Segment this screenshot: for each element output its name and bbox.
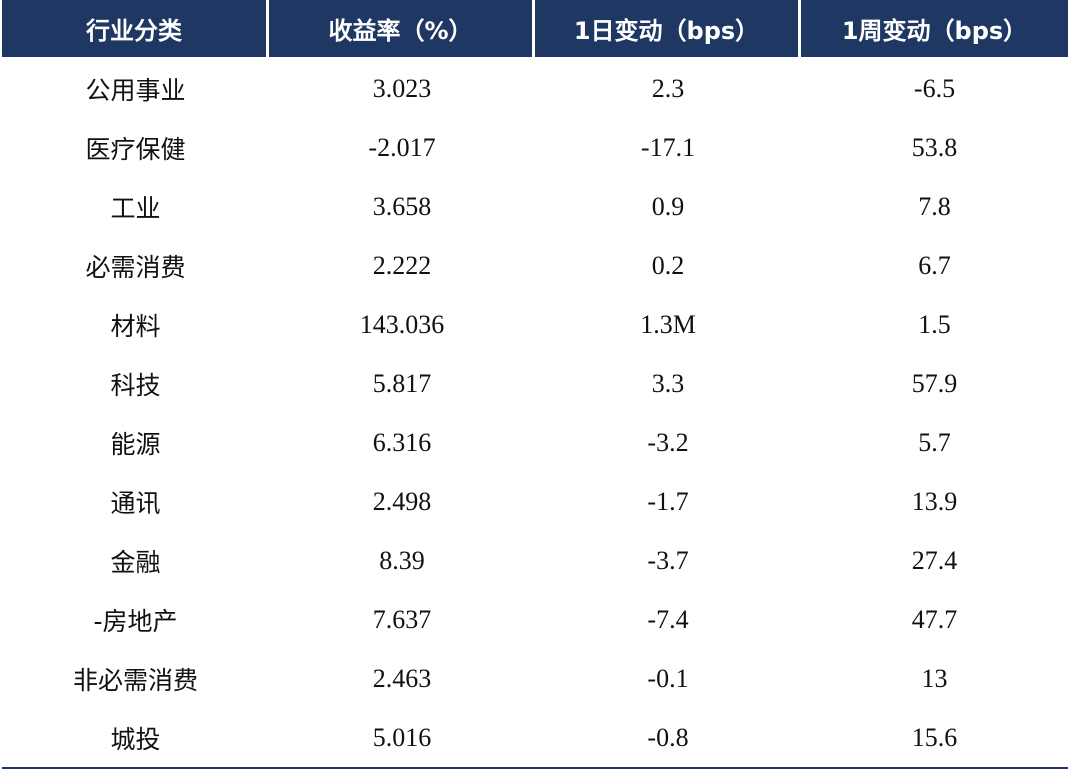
table-header: 行业分类 收益率（%） 1日变动（bps） 1周变动（bps） [2, 0, 1068, 57]
table-row: -房地产 7.637 -7.4 47.7 [2, 590, 1068, 649]
yield-cell: 7.637 [372, 604, 432, 634]
sector-cell: 能源 [110, 429, 161, 459]
1w-change-cell: 13.9 [911, 486, 958, 516]
table-bottom-rule [2, 767, 1068, 769]
sector-cell: 必需消费 [85, 252, 186, 282]
yield-cell: -2.017 [368, 132, 436, 162]
sector-cell: 非必需消费 [72, 665, 198, 695]
sector-cell: 工业 [110, 193, 161, 223]
table-row: 城投 5.016 -0.8 15.6 [2, 708, 1068, 767]
1d-change-cell: 3.3 [651, 368, 685, 398]
yield-cell: 3.658 [372, 191, 432, 221]
1d-change-cell: 1.3M [640, 309, 696, 339]
table-row: 金融 8.39 -3.7 27.4 [2, 531, 1068, 590]
sector-cell: -房地产 [93, 606, 178, 636]
sector-cell: 医疗保健 [85, 134, 186, 164]
sector-cell: 金融 [110, 547, 161, 577]
table-row: 公用事业 3.023 2.3 -6.5 [2, 57, 1068, 118]
1w-change-cell: 1.5 [918, 309, 951, 339]
1d-change-cell: 2.3 [651, 73, 685, 103]
1d-change-cell: -0.8 [647, 722, 689, 752]
table-row: 非必需消费 2.463 -0.1 13 [2, 649, 1068, 708]
column-header-1d-change: 1日变动（bps） [535, 0, 801, 57]
yield-cell: 6.316 [372, 427, 432, 457]
table-row: 能源 6.316 -3.2 5.7 [2, 413, 1068, 472]
sector-cell: 公用事业 [85, 75, 186, 105]
1w-change-cell: 7.8 [918, 191, 951, 221]
header-row: 行业分类 收益率（%） 1日变动（bps） 1周变动（bps） [2, 0, 1068, 57]
table-row: 科技 5.817 3.3 57.9 [2, 354, 1068, 413]
sector-cell: 通讯 [110, 488, 161, 518]
sector-cell: 材料 [110, 311, 161, 341]
1w-change-cell: 27.4 [911, 545, 958, 575]
table-row: 医疗保健 -2.017 -17.1 53.8 [2, 118, 1068, 177]
sector-cell: 城投 [110, 724, 161, 754]
yield-cell: 2.498 [372, 486, 432, 516]
yield-cell: 5.817 [372, 368, 432, 398]
1d-change-cell: 0.9 [651, 191, 685, 221]
1d-change-cell: -1.7 [647, 486, 689, 516]
table-body: 公用事业 3.023 2.3 -6.5 医疗保健 -2.017 -17.1 53… [2, 57, 1068, 767]
1w-change-cell: 15.6 [911, 722, 958, 752]
1w-change-cell: -6.5 [913, 73, 956, 103]
1d-change-cell: -0.1 [647, 663, 689, 693]
yield-cell: 143.036 [359, 309, 445, 339]
table-row: 工业 3.658 0.9 7.8 [2, 177, 1068, 236]
1d-change-cell: -7.4 [647, 604, 689, 634]
table-row: 通讯 2.498 -1.7 13.9 [2, 472, 1068, 531]
yield-cell: 2.463 [372, 663, 432, 693]
yield-cell: 2.222 [372, 250, 432, 280]
1d-change-cell: -3.2 [647, 427, 689, 457]
1w-change-cell: 57.9 [911, 368, 958, 398]
1d-change-cell: -3.7 [647, 545, 689, 575]
table-row: 材料 143.036 1.3M 1.5 [2, 295, 1068, 354]
1w-change-cell: 53.8 [911, 132, 958, 162]
1w-change-cell: 6.7 [918, 250, 951, 280]
yield-cell: 8.39 [379, 545, 425, 575]
sector-cell: 科技 [110, 370, 161, 400]
1w-change-cell: 47.7 [911, 604, 958, 634]
table-row: 必需消费 2.222 0.2 6.7 [2, 236, 1068, 295]
1d-change-cell: 0.2 [651, 250, 685, 280]
1d-change-cell: -17.1 [640, 132, 696, 162]
column-header-sector: 行业分类 [2, 0, 269, 57]
column-header-yield: 收益率（%） [269, 0, 535, 57]
yield-cell: 5.016 [372, 722, 432, 752]
column-header-1w-change: 1周变动（bps） [801, 0, 1068, 57]
yield-cell: 3.023 [372, 73, 432, 103]
1w-change-cell: 5.7 [918, 427, 951, 457]
1w-change-cell: 13 [921, 663, 948, 693]
